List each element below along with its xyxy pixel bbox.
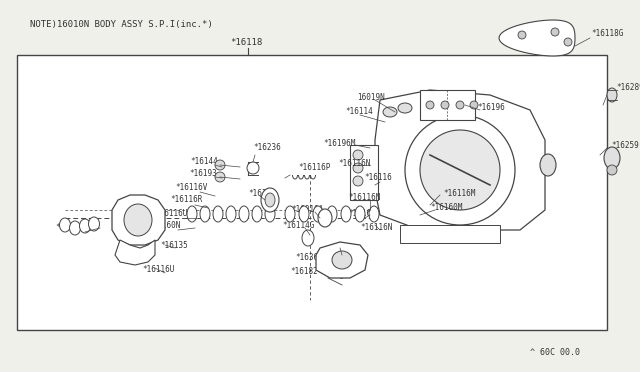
Ellipse shape — [299, 206, 309, 222]
Text: *16116M: *16116M — [443, 189, 476, 198]
Ellipse shape — [265, 206, 275, 222]
Circle shape — [470, 101, 478, 109]
Ellipse shape — [79, 219, 90, 233]
Circle shape — [405, 115, 515, 225]
Text: *16114: *16114 — [345, 108, 372, 116]
Circle shape — [518, 31, 526, 39]
Text: *16116: *16116 — [364, 173, 392, 183]
Circle shape — [420, 130, 500, 210]
Ellipse shape — [540, 154, 556, 176]
Text: *16116N: *16116N — [338, 158, 371, 167]
Ellipse shape — [252, 206, 262, 222]
Polygon shape — [499, 20, 575, 56]
Text: *16369: *16369 — [295, 253, 323, 262]
Bar — [420, 90, 475, 120]
Polygon shape — [115, 240, 155, 265]
Text: ^ 60C 00.0: ^ 60C 00.0 — [530, 348, 580, 357]
Ellipse shape — [60, 218, 70, 232]
Text: *16289: *16289 — [616, 83, 640, 92]
Circle shape — [456, 101, 464, 109]
Text: *16160: *16160 — [348, 208, 376, 218]
Ellipse shape — [226, 206, 236, 222]
Ellipse shape — [604, 147, 620, 169]
Circle shape — [353, 176, 363, 186]
Circle shape — [353, 163, 363, 173]
Text: *16116P: *16116P — [298, 164, 330, 173]
Circle shape — [564, 38, 572, 46]
Ellipse shape — [341, 206, 351, 222]
Text: *16118G: *16118G — [591, 29, 623, 38]
Text: *16196: *16196 — [477, 103, 505, 112]
Ellipse shape — [398, 103, 412, 113]
Text: *16134: *16134 — [248, 189, 276, 198]
Ellipse shape — [302, 230, 314, 246]
Circle shape — [247, 162, 259, 174]
Text: *16116V: *16116V — [175, 183, 207, 192]
Ellipse shape — [285, 206, 295, 222]
Text: *16116N: *16116N — [360, 224, 392, 232]
Bar — [350, 145, 378, 200]
Ellipse shape — [124, 204, 152, 236]
Text: *16118: *16118 — [230, 38, 262, 47]
Ellipse shape — [318, 209, 332, 227]
Bar — [17, 55, 607, 330]
Ellipse shape — [369, 206, 379, 222]
Text: *16160M: *16160M — [430, 202, 462, 212]
Ellipse shape — [355, 206, 365, 222]
Text: *16135: *16135 — [160, 241, 188, 250]
Circle shape — [426, 101, 434, 109]
Circle shape — [215, 160, 225, 170]
Text: *16116U: *16116U — [155, 208, 188, 218]
Text: 16019N: 16019N — [357, 93, 385, 103]
Polygon shape — [112, 195, 165, 245]
Ellipse shape — [213, 206, 223, 222]
Text: *16116R: *16116R — [170, 196, 202, 205]
Ellipse shape — [327, 206, 337, 222]
Polygon shape — [375, 90, 545, 230]
Ellipse shape — [332, 251, 352, 269]
Text: *16134M: *16134M — [55, 224, 88, 232]
Text: *16010A: *16010A — [291, 205, 323, 215]
Circle shape — [353, 150, 363, 160]
Bar — [400, 225, 500, 243]
Text: *16114G: *16114G — [282, 221, 314, 231]
Text: *16236: *16236 — [253, 144, 281, 153]
Circle shape — [215, 172, 225, 182]
Ellipse shape — [88, 217, 99, 231]
Ellipse shape — [239, 206, 249, 222]
Ellipse shape — [265, 193, 275, 207]
Ellipse shape — [607, 88, 617, 102]
Text: *16116N: *16116N — [348, 192, 380, 202]
Ellipse shape — [383, 107, 397, 117]
Circle shape — [441, 101, 449, 109]
Text: *16160N: *16160N — [148, 221, 180, 231]
Ellipse shape — [261, 188, 279, 212]
Ellipse shape — [187, 206, 197, 222]
Text: *16196M: *16196M — [323, 138, 355, 148]
Text: *16182: *16182 — [290, 267, 317, 276]
Ellipse shape — [200, 206, 210, 222]
Ellipse shape — [313, 206, 323, 222]
Text: NOTE)16010N BODY ASSY S.P.I(inc.*): NOTE)16010N BODY ASSY S.P.I(inc.*) — [30, 20, 212, 29]
Text: *16259: *16259 — [611, 141, 639, 150]
Text: *16116U: *16116U — [142, 266, 174, 275]
Text: *16144: *16144 — [190, 157, 218, 166]
Circle shape — [607, 165, 617, 175]
Text: *16193: *16193 — [189, 169, 217, 177]
Ellipse shape — [70, 221, 81, 235]
Circle shape — [551, 28, 559, 36]
Polygon shape — [316, 242, 368, 278]
